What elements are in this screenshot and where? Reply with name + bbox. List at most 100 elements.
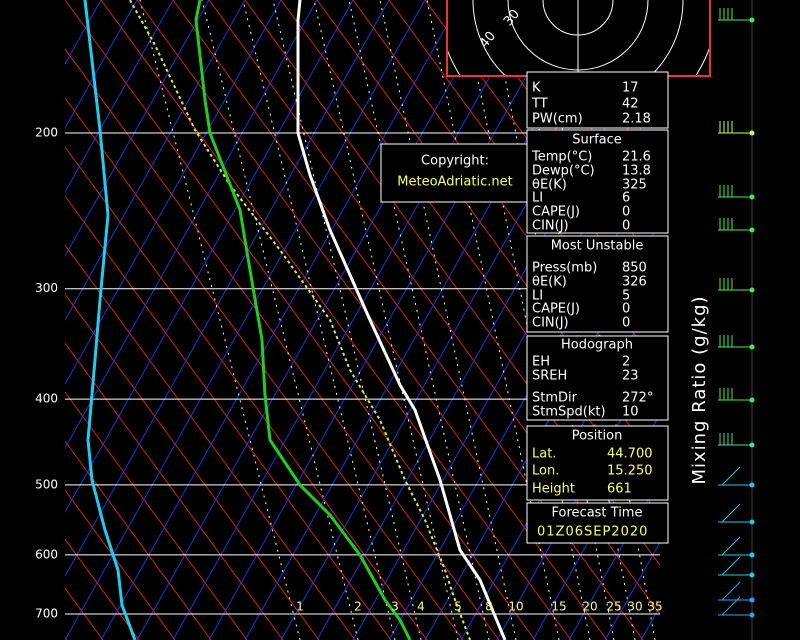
barb-dot	[749, 442, 755, 448]
dry-adiabat	[65, 195, 392, 640]
dry-adiabat	[65, 244, 356, 640]
mixing-ratio-label: 5	[454, 600, 462, 614]
mixing-ratio-label: 8	[485, 600, 493, 614]
panel-value: 0	[622, 316, 630, 331]
panel-value: 0	[622, 205, 630, 220]
panel-frame	[526, 425, 669, 501]
panel-label: LI	[532, 289, 543, 304]
panel-title: Position	[572, 429, 623, 444]
panel-title: Forecast Time	[552, 506, 643, 521]
panel-value: 325	[622, 178, 647, 193]
panel-label: StmDir	[532, 391, 578, 406]
barb-dot	[749, 397, 755, 403]
panel-label: CIN(J)	[532, 219, 569, 234]
panel-value: 13.8	[622, 164, 651, 179]
barb-dot	[749, 287, 755, 293]
panel-label: PW(cm)	[532, 112, 583, 127]
panel-label: CAPE(J)	[532, 302, 580, 317]
dry-adiabat	[424, 0, 660, 321]
panel-label: CAPE(J)	[532, 205, 580, 220]
panel-frame	[526, 235, 669, 333]
panel-value: 6	[622, 191, 630, 206]
isotherm	[208, 0, 570, 640]
mixing-ratio-line	[201, 0, 359, 640]
pressure-label: 600	[35, 547, 58, 561]
isotherm	[65, 0, 174, 194]
barb-dot	[749, 227, 755, 233]
dry-adiabat	[65, 440, 212, 640]
panel-value: 44.700	[607, 447, 653, 462]
copyright-box: Copyright: MeteoAdriatic.net	[380, 143, 528, 203]
barb-dot	[749, 519, 755, 525]
mixing-ratio-title: Mixing Ratio (g/kg)	[689, 295, 710, 484]
barb-flag	[721, 503, 741, 523]
barb-flag	[721, 536, 741, 556]
panel-label: Lat.	[532, 447, 556, 462]
barb-flag	[721, 556, 741, 576]
panel-frame	[526, 129, 669, 234]
isotherm	[65, 0, 354, 514]
dry-adiabat	[280, 0, 660, 517]
pressure-label: 400	[35, 392, 58, 406]
barb-flag	[721, 596, 741, 616]
mixing-ratio-line	[139, 0, 301, 640]
dry-adiabat	[65, 97, 464, 640]
panel-value: 21.6	[622, 150, 651, 165]
pressure-label: 200	[35, 126, 58, 140]
copyright-label: Copyright:	[421, 154, 489, 169]
panel-label: CIN(J)	[532, 316, 569, 331]
panel-value: 10	[622, 405, 639, 420]
panel-label: Height	[532, 482, 575, 497]
dry-adiabat	[65, 391, 248, 640]
panel-label: θE(K)	[532, 275, 567, 290]
dry-adiabat	[65, 293, 320, 640]
panel-title: Hodograph	[561, 338, 633, 353]
pressure-label: 700	[35, 607, 58, 621]
isotherm	[65, 0, 390, 578]
isotherm	[136, 0, 498, 640]
panel-value: 01Z06SEP2020	[537, 525, 648, 540]
profiles	[83, 0, 507, 640]
dry-adiabat	[65, 146, 428, 640]
dry-adiabat	[65, 48, 500, 640]
barb-dot	[749, 552, 755, 558]
panel-label: Lon.	[532, 464, 559, 479]
panel-label: EH	[532, 355, 550, 370]
isotherm	[65, 0, 282, 386]
pressure-label: 500	[35, 477, 58, 491]
wetbulb-curve	[83, 0, 137, 640]
panel-frame	[526, 71, 669, 129]
copyright-site: MeteoAdriatic.net	[397, 175, 512, 190]
panel-value: 5	[622, 289, 630, 304]
panel-value: 17	[622, 81, 639, 96]
mixing-ratio-line	[313, 0, 459, 640]
mixing-ratio-label: 35	[647, 600, 662, 614]
mixing-ratio-label: 20	[582, 600, 597, 614]
panel-value: 42	[622, 97, 639, 112]
barb-dot	[749, 194, 755, 200]
mixing-ratio-label: 15	[551, 600, 566, 614]
barb-dot	[749, 130, 755, 136]
panel-value: 0	[622, 219, 630, 234]
barb-flag	[721, 581, 741, 601]
panel-title: Surface	[572, 133, 622, 148]
panel-value: 850	[622, 261, 647, 276]
panel-value: 661	[607, 482, 632, 497]
mixing-ratio-label: 2	[354, 600, 362, 614]
parcel-curve	[129, 0, 471, 640]
panel-label: Press(mb)	[532, 261, 597, 276]
panel-value: 2.18	[622, 112, 651, 127]
pressure-label: 300	[35, 281, 58, 295]
barb-dot	[749, 612, 755, 618]
barb-dot	[749, 597, 755, 603]
panel-label: Temp(°C)	[531, 150, 592, 165]
isotherm	[65, 0, 318, 450]
mixing-ratio-label: 10	[508, 600, 523, 614]
dry-adiabat	[65, 489, 176, 640]
panel-frame	[526, 335, 669, 421]
dewpoint-curve	[194, 0, 412, 640]
wind-barbs	[718, 0, 755, 640]
barb-dot	[749, 344, 755, 350]
